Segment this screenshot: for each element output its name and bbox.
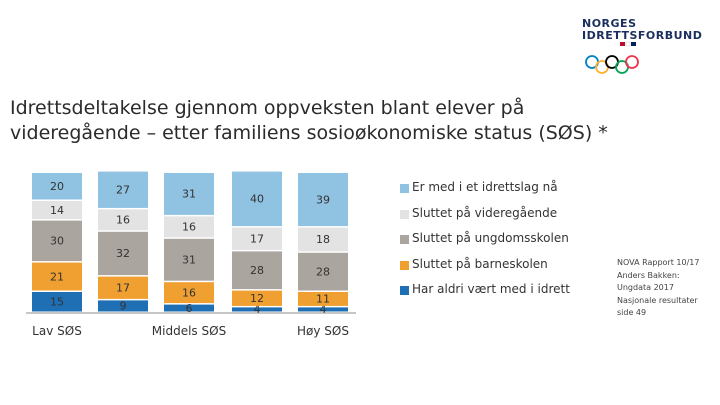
olympic-rings-icon — [585, 55, 639, 74]
data-label: 30 — [50, 235, 64, 248]
data-label: 6 — [186, 302, 193, 315]
norges-idrettsforbund-logo: NORGES IDRETTSFORBUND — [582, 18, 702, 80]
bar-group: 1521301420917321627616311631412281740411… — [32, 171, 348, 316]
data-label: 16 — [116, 214, 130, 227]
bar-segment — [232, 227, 282, 250]
legend-label: Sluttet på ungdomsskolen — [412, 231, 569, 245]
bar-segment — [32, 262, 82, 291]
data-label: 14 — [50, 204, 64, 217]
data-label: 15 — [50, 296, 64, 309]
chart-legend: Er med i et idrettslag nå Sluttet på vide… — [400, 180, 610, 308]
data-label: 17 — [116, 282, 130, 295]
x-axis-label: Lav SØS — [32, 324, 82, 338]
bar-segment — [298, 173, 348, 227]
data-label: 39 — [316, 193, 330, 206]
data-label: 28 — [316, 265, 330, 278]
bar-segment — [32, 220, 82, 262]
data-label: 32 — [116, 247, 130, 260]
x-axis-label: Høy SØS — [297, 324, 349, 338]
data-label: 18 — [316, 233, 330, 246]
data-label: 16 — [182, 286, 196, 299]
data-label: 28 — [250, 264, 264, 277]
data-label: 12 — [250, 292, 264, 305]
data-label: 4 — [254, 303, 261, 316]
data-label: 27 — [116, 184, 130, 197]
bar-segment — [32, 173, 82, 200]
logo-graphic — [585, 41, 639, 74]
chart-title-line1: Idrettsdeltakelse gjennom oppveksten bla… — [10, 97, 525, 119]
data-label: 4 — [320, 303, 327, 316]
bar-segment — [164, 282, 214, 304]
bar-segment — [232, 171, 282, 227]
data-label: 40 — [250, 193, 264, 206]
data-label: 17 — [250, 233, 264, 246]
legend-item: Er med i et idrettslag nå — [400, 180, 610, 206]
x-axis-label: Middels SØS — [152, 324, 226, 338]
legend-item: Sluttet på ungdomsskolen — [400, 231, 610, 257]
norwegian-flag-icon — [620, 41, 636, 47]
chart-title: Idrettsdeltakelse gjennom oppveksten bla… — [10, 96, 610, 146]
legend-swatch — [400, 184, 409, 193]
legend-item: Sluttet på barneskolen — [400, 257, 610, 283]
logo-text-line1: NORGES — [582, 17, 637, 30]
data-label: 31 — [182, 188, 196, 201]
legend-item: Har aldri vært med i idrett — [400, 282, 610, 308]
legend-swatch — [400, 209, 409, 219]
bar-segment — [298, 307, 348, 312]
bar-segment — [164, 238, 214, 281]
source-line: side 49 — [617, 308, 647, 317]
bar-segment — [164, 173, 214, 215]
bar-segment — [298, 292, 348, 306]
legend-item: Sluttet på videregående — [400, 206, 610, 232]
stacked-bar-chart: 1521301420917321627616311631412281740411… — [26, 171, 356, 338]
bar-segment — [232, 290, 282, 306]
legend-label: Har aldri vært med i idrett — [412, 282, 570, 296]
legend-label: Sluttet på barneskolen — [412, 256, 548, 271]
chart-title-line2: videregående – etter familiens sosioøkon… — [10, 122, 608, 144]
logo-text-line2: IDRETTSFORBUND — [582, 29, 703, 42]
bar-segment — [164, 304, 214, 312]
bar-segment — [98, 300, 148, 312]
bar-segment — [98, 231, 148, 276]
x-axis-labels: Lav SØS Middels SØS Høy SØS — [32, 324, 349, 338]
source-line: Anders Bakken: — [617, 270, 680, 280]
bar-segment — [32, 201, 82, 220]
source-line: Nasjonale resultater — [617, 295, 698, 305]
bar-segment — [98, 276, 148, 299]
bar-segment — [298, 227, 348, 252]
olympic-ring — [625, 55, 639, 69]
source-line: Ungdata 2017 — [617, 283, 674, 292]
data-label: 21 — [50, 270, 64, 283]
bar-segment — [32, 292, 82, 312]
data-label: 20 — [50, 180, 64, 193]
bar-segment — [232, 307, 282, 312]
legend-label: Sluttet på videregående — [412, 205, 558, 220]
legend-swatch — [400, 286, 409, 295]
data-label: 16 — [182, 221, 196, 234]
bar-segment — [164, 216, 214, 238]
source-note: NOVA Rapport 10/17 Anders Bakken: Ungdata … — [617, 257, 699, 320]
data-label: 9 — [120, 300, 127, 313]
legend-swatch — [400, 260, 409, 270]
bar-segment — [98, 171, 148, 208]
bar-segment — [232, 251, 282, 290]
data-label: 31 — [182, 254, 196, 267]
legend-swatch — [400, 235, 409, 244]
bar-segment — [98, 209, 148, 231]
data-label: 11 — [316, 293, 330, 306]
legend-label: Er med i et idrettslag nå — [412, 180, 558, 194]
bar-segment — [298, 252, 348, 291]
source-line: NOVA Rapport 10/17 — [617, 258, 700, 267]
